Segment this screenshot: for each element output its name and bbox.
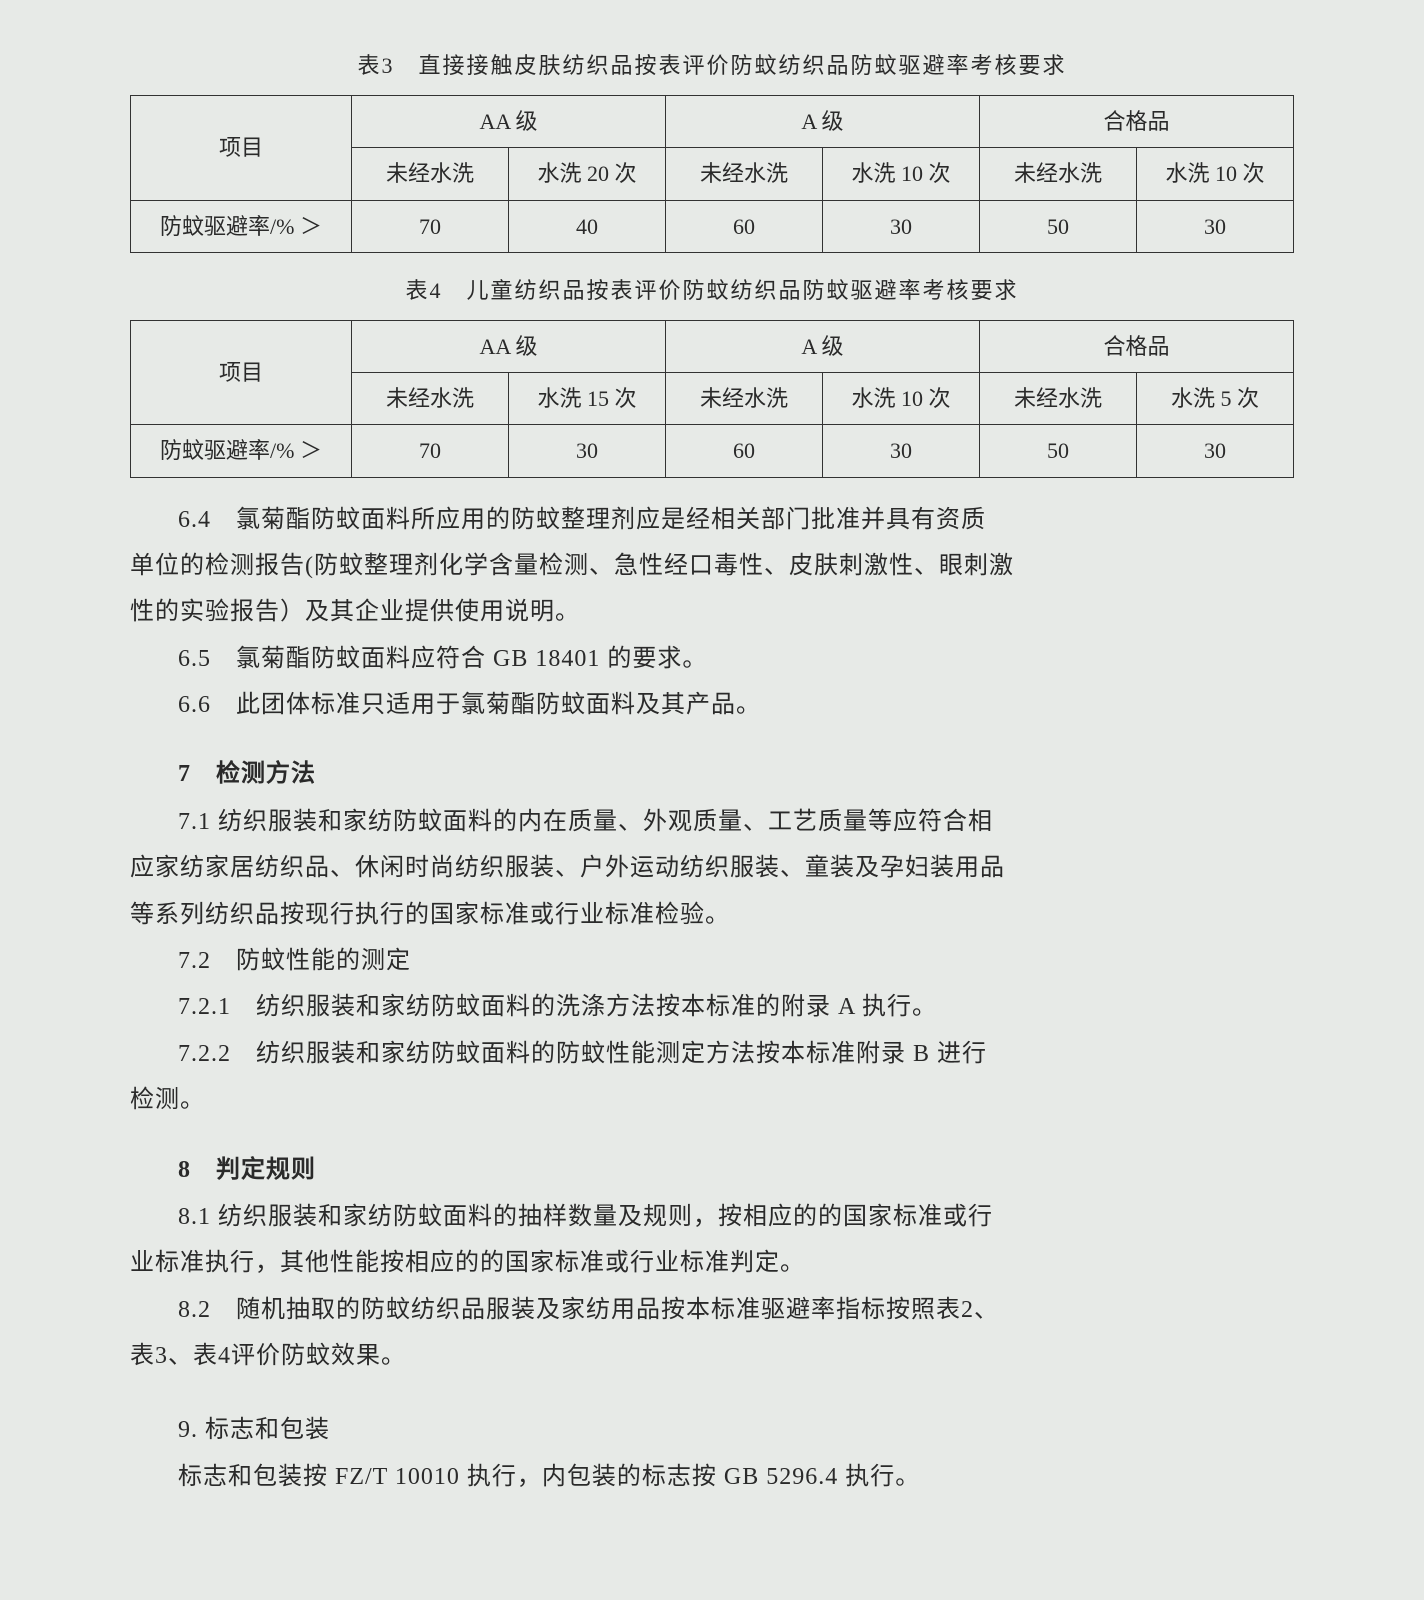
p-7-2-2-line1: 7.2.2 纺织服装和家纺防蚊面料的防蚊性能测定方法按本标准附录 B 进行 [130,1032,1294,1076]
table4-val-1: 30 [508,425,665,477]
heading-8: 8 判定规则 [130,1151,1294,1189]
table4-row-label: 防蚊驱避率/% ＞ [131,425,352,477]
p-7-1-line2: 应家纺家居纺织品、休闲时尚纺织服装、户外运动纺织服装、童装及孕妇装用品 [130,846,1294,890]
table3-row-label: 防蚊驱避率/% ＞ [131,200,352,252]
table4-val-0: 70 [351,425,508,477]
p-8-2-line1: 8.2 随机抽取的防蚊纺织品服装及家纺用品按本标准驱避率指标按照表2、 [130,1288,1294,1332]
p-6-6: 6.6 此团体标准只适用于氯菊酯防蚊面料及其产品。 [130,683,1294,727]
table3-caption: 表3 直接接触皮肤纺织品按表评价防蚊纺织品防蚊驱避率考核要求 [130,48,1294,83]
p-8-1-line2: 业标准执行，其他性能按相应的的国家标准或行业标准判定。 [130,1241,1294,1285]
p-7-2-2-line2: 检测。 [130,1078,1294,1122]
table4-val-5: 30 [1136,425,1293,477]
table3-val-4: 50 [979,200,1136,252]
table3-val-1: 40 [508,200,665,252]
table4-a-col1: 未经水洗 [665,373,822,425]
p-8-2-line2: 表3、表4评价防蚊效果。 [130,1334,1294,1378]
p-7-1-line1: 7.1 纺织服装和家纺防蚊面料的内在质量、外观质量、工艺质量等应符合相 [130,800,1294,844]
table4-grade-qualified: 合格品 [979,320,1293,372]
table4-val-2: 60 [665,425,822,477]
section-8-body: 8.1 纺织服装和家纺防蚊面料的抽样数量及规则，按相应的的国家标准或行 业标准执… [130,1195,1294,1379]
table-header-row-1: 项目 AA 级 A 级 合格品 [131,96,1294,148]
table3-a-col2: 水洗 10 次 [822,148,979,200]
table3-grade-qualified: 合格品 [979,96,1293,148]
table4-val-4: 50 [979,425,1136,477]
table-header-row-1: 项目 AA 级 A 级 合格品 [131,320,1294,372]
table4-header-project: 项目 [131,320,352,424]
table3: 项目 AA 级 A 级 合格品 未经水洗 水洗 20 次 未经水洗 水洗 10 … [130,95,1294,253]
heading-7: 7 检测方法 [130,755,1294,793]
table3-val-3: 30 [822,200,979,252]
table3-val-0: 70 [351,200,508,252]
table4-q-col2: 水洗 5 次 [1136,373,1293,425]
p-6-4-line3: 性的实验报告）及其企业提供使用说明。 [130,590,1294,634]
table4-caption: 表4 儿童纺织品按表评价防蚊纺织品防蚊驱避率考核要求 [130,273,1294,308]
table3-a-col1: 未经水洗 [665,148,822,200]
table4-data-row: 防蚊驱避率/% ＞ 70 30 60 30 50 30 [131,425,1294,477]
table3-grade-a: A 级 [665,96,979,148]
p-6-5: 6.5 氯菊酯防蚊面料应符合 GB 18401 的要求。 [130,637,1294,681]
table4-a-col2: 水洗 10 次 [822,373,979,425]
p-7-2-1: 7.2.1 纺织服装和家纺防蚊面料的洗涤方法按本标准的附录 A 执行。 [130,985,1294,1029]
table4-grade-aa: AA 级 [351,320,665,372]
section-6-body: 6.4 氯菊酯防蚊面料所应用的防蚊整理剂应是经相关部门批准并具有资质 单位的检测… [130,498,1294,728]
p-6-4-line2: 单位的检测报告(防蚊整理剂化学含量检测、急性经口毒性、皮肤刺激性、眼刺激 [130,544,1294,588]
table4-q-col1: 未经水洗 [979,373,1136,425]
section-9-body: 标志和包装按 FZ/T 10010 执行，内包装的标志按 GB 5296.4 执… [130,1455,1294,1499]
table3-aa-col2: 水洗 20 次 [508,148,665,200]
p-7-2: 7.2 防蚊性能的测定 [130,939,1294,983]
table3-grade-aa: AA 级 [351,96,665,148]
table3-q-col1: 未经水洗 [979,148,1136,200]
section-7-body: 7.1 纺织服装和家纺防蚊面料的内在质量、外观质量、工艺质量等应符合相 应家纺家… [130,800,1294,1123]
table3-data-row: 防蚊驱避率/% ＞ 70 40 60 30 50 30 [131,200,1294,252]
p-7-1-line3: 等系列纺织品按现行执行的国家标准或行业标准检验。 [130,893,1294,937]
p-9-1: 标志和包装按 FZ/T 10010 执行，内包装的标志按 GB 5296.4 执… [130,1455,1294,1499]
table4-val-3: 30 [822,425,979,477]
table4: 项目 AA 级 A 级 合格品 未经水洗 水洗 15 次 未经水洗 水洗 10 … [130,320,1294,478]
table3-val-5: 30 [1136,200,1293,252]
table3-aa-col1: 未经水洗 [351,148,508,200]
p-8-1-line1: 8.1 纺织服装和家纺防蚊面料的抽样数量及规则，按相应的的国家标准或行 [130,1195,1294,1239]
heading-9: 9. 标志和包装 [130,1411,1294,1449]
p-6-4-line1: 6.4 氯菊酯防蚊面料所应用的防蚊整理剂应是经相关部门批准并具有资质 [130,498,1294,542]
table4-grade-a: A 级 [665,320,979,372]
table4-aa-col1: 未经水洗 [351,373,508,425]
table3-val-2: 60 [665,200,822,252]
table3-header-project: 项目 [131,96,352,200]
table4-aa-col2: 水洗 15 次 [508,373,665,425]
table3-q-col2: 水洗 10 次 [1136,148,1293,200]
